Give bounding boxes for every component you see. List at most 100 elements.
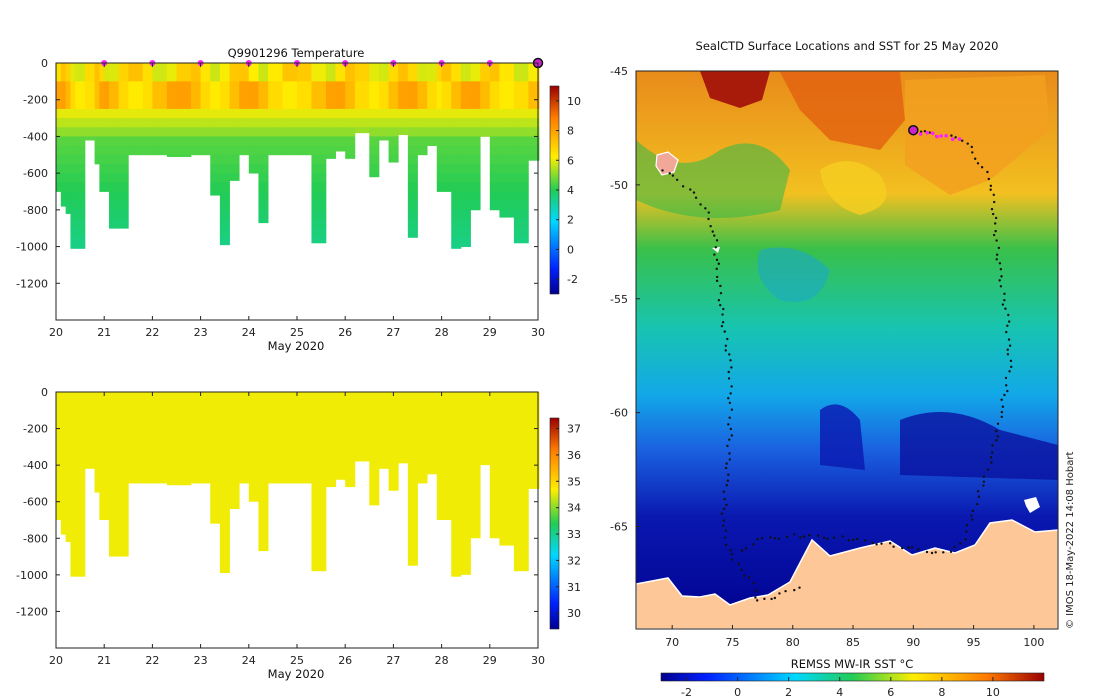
temperature-cell [152, 90, 168, 101]
salinity-x-label: May 2020 [268, 667, 325, 681]
temperature-cell [499, 108, 515, 119]
track-point-east [971, 518, 974, 521]
temperature-cell [166, 108, 177, 119]
temperature-cell [311, 63, 327, 73]
temperature-cell [258, 81, 269, 91]
track-point-east [965, 524, 969, 527]
temperature-cell [258, 182, 269, 192]
temperature-cell [489, 154, 500, 165]
track-point-east [961, 139, 964, 142]
temperature-cell [407, 127, 418, 137]
temperature-cell [335, 72, 346, 82]
track-point-east [995, 258, 998, 261]
track-point-east [991, 444, 994, 447]
salinity-ytick-label: -1000 [16, 569, 48, 582]
temperature-cell [513, 228, 529, 238]
temperature-cell [460, 72, 471, 82]
temperature-cell [528, 127, 539, 137]
temperature-cell [436, 182, 442, 192]
temperature-cell [190, 72, 201, 82]
temperature-cell [417, 145, 428, 156]
track-point-west [773, 596, 777, 600]
temperature-cell [282, 145, 298, 156]
temperature-cell [354, 72, 370, 82]
temperature-cell [436, 63, 442, 73]
salinity-cell [441, 392, 452, 520]
temperature-cell [436, 136, 442, 147]
temperature-cell [70, 127, 76, 137]
temperature-cell [441, 63, 452, 73]
temperature-cell [258, 127, 269, 137]
salinity-cell [200, 392, 211, 484]
temperature-cell [388, 99, 399, 110]
temperature-cell [538, 136, 540, 147]
temperature-cell [56, 127, 62, 137]
temperature-cell [70, 118, 76, 128]
temperature-cell [335, 99, 346, 110]
salinity-ytick-label: -1200 [16, 605, 48, 618]
track-point-west [719, 291, 723, 295]
temperature-cell [239, 108, 250, 119]
temperature-cell [451, 191, 462, 202]
temperature-cell [200, 127, 211, 137]
temperature-cell [219, 81, 230, 91]
temperature-cell [239, 81, 250, 91]
temperature-cell [378, 118, 389, 128]
track-point-east [998, 279, 1001, 282]
track-point-east [1000, 415, 1003, 419]
temperature-cell [128, 63, 144, 73]
track-point-east [1000, 275, 1003, 278]
temperature-cell [60, 163, 67, 174]
temperature-cell [210, 163, 221, 174]
track-point-east [989, 456, 993, 459]
map-xtick-label: 75 [725, 636, 739, 649]
sst-colorbar-tick-label: 2 [785, 686, 792, 699]
temperature-cell [210, 136, 221, 147]
temperature-cell [436, 145, 442, 156]
track-point-west [692, 191, 696, 194]
temperature-cell [460, 127, 471, 137]
temperature-cell [499, 163, 515, 174]
temperature-cell [166, 145, 177, 156]
track-point-west [713, 253, 716, 256]
temperature-cell [427, 118, 438, 128]
temperature-cell [513, 163, 529, 174]
temperature-cell [451, 237, 462, 247]
temperature-cell [513, 173, 529, 183]
temperature-cell [152, 81, 168, 91]
temperature-cell [99, 63, 105, 73]
track-point-west [730, 434, 734, 437]
temperature-cell [480, 63, 491, 73]
track-point-east [1003, 292, 1006, 295]
temperature-cell [166, 118, 177, 128]
map-xtick-label: 100 [1023, 636, 1044, 649]
temperature-cell [84, 81, 95, 91]
temperature-cell [200, 145, 211, 156]
temperature-cell [219, 209, 230, 220]
temperature-cell [118, 90, 129, 101]
temperature-cell [219, 118, 230, 128]
temperature-cell [388, 90, 399, 101]
track-point-east [980, 166, 984, 169]
temperature-cell [94, 145, 100, 156]
temperature-cell [538, 118, 540, 128]
recent-track-point [925, 130, 930, 135]
temperature-cell [378, 63, 389, 73]
sst-colorbar-tick-label: 0 [734, 686, 741, 699]
temperature-cell [489, 145, 500, 156]
track-point-east [802, 535, 806, 538]
track-point-west [661, 169, 664, 172]
salinity-cell [258, 392, 269, 552]
track-point-east [1010, 365, 1013, 369]
track-point-east [799, 536, 802, 539]
temperature-cell [345, 63, 356, 73]
temperature-cell [470, 154, 481, 165]
temperature-cell [538, 99, 540, 110]
temperature-cell [268, 127, 283, 137]
temperature-cell [499, 173, 515, 183]
temperature-cell [268, 108, 283, 119]
track-point-east [892, 545, 895, 548]
salinity-ytick-label: -800 [23, 532, 48, 545]
temperature-cell [436, 173, 442, 183]
temperature-xtick-label: 29 [483, 326, 497, 339]
